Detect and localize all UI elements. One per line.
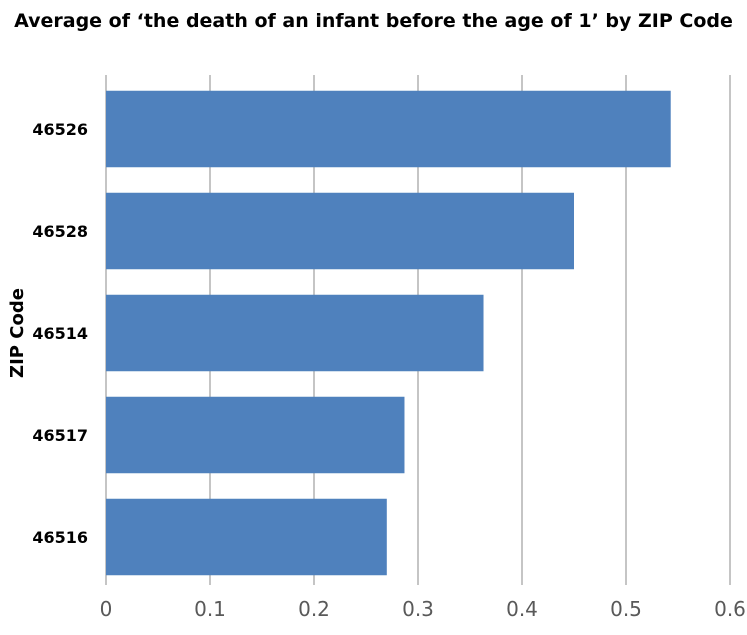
x-tick-label: 0.2 <box>298 597 330 621</box>
x-tick-label: 0.4 <box>506 597 538 621</box>
x-tick-label: 0 <box>100 597 113 621</box>
bar-46516 <box>106 498 387 576</box>
x-axis-ticks: 0 0.1 0.2 0.3 0.4 0.5 0.6 <box>100 597 746 621</box>
bar-46517 <box>106 396 405 474</box>
category-label: 46517 <box>32 426 88 445</box>
category-label: 46528 <box>32 222 88 241</box>
chart-title: Average of ‘the death of an infant befor… <box>14 10 733 32</box>
category-label: 46514 <box>32 324 88 343</box>
x-tick-label: 0.3 <box>402 597 434 621</box>
bars <box>106 90 671 576</box>
category-label: 46526 <box>32 120 88 139</box>
y-axis-categories: 46526 46528 46514 46517 46516 <box>32 120 88 547</box>
x-tick-label: 0.1 <box>194 597 226 621</box>
x-tick-label: 0.6 <box>714 597 746 621</box>
y-axis-title: ZIP Code <box>7 288 28 378</box>
bar-46526 <box>106 90 671 168</box>
x-tick-label: 0.5 <box>610 597 642 621</box>
category-label: 46516 <box>32 528 88 547</box>
bar-46514 <box>106 294 484 372</box>
bar-46528 <box>106 192 574 270</box>
